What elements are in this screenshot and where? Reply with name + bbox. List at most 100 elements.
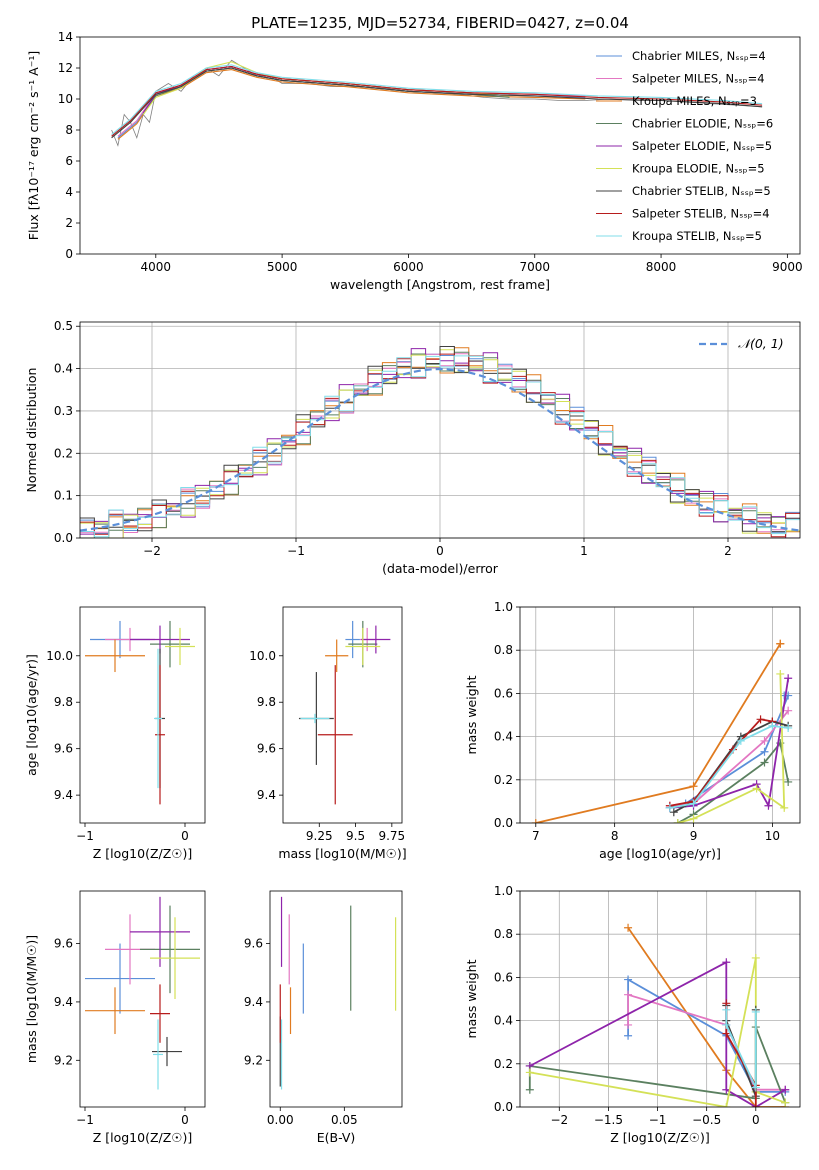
- panel-age-vs-mass: 9.25 9.5 9.75 9.4 9.6 9.8 10.0 mass [log10(M/M☉…: [249, 606, 407, 861]
- y-tick-label: 0.6: [494, 686, 513, 700]
- x-tick-label: 8000: [646, 260, 677, 274]
- weight-marker: [751, 1103, 760, 1107]
- y-tick-label: 0.0: [494, 1100, 513, 1114]
- weight-marker: [665, 803, 674, 812]
- axes-frame: [519, 890, 801, 1108]
- weight-line: [627, 927, 786, 1107]
- legend-label: Salpeter MILES, Nₛₛₚ=4: [632, 72, 765, 86]
- weight-marker: [525, 1085, 534, 1094]
- y-tick-label: 0.6: [494, 970, 513, 984]
- legend-label: Salpeter ELODIE, Nₛₛₚ=5: [632, 139, 772, 153]
- x-tick-label: 7000: [519, 260, 550, 274]
- axes-frame: [79, 321, 801, 539]
- weight-marker: [689, 799, 698, 808]
- x-axis-label: wavelength [Angstrom, rest frame]: [330, 277, 550, 292]
- plot-area: [111, 59, 763, 147]
- plot-area: [531, 639, 793, 823]
- y-tick-label: 4: [65, 185, 73, 199]
- axes-frame: [269, 890, 403, 1108]
- y-tick-label: 9.6: [54, 742, 73, 756]
- y-tick-label: 9.4: [54, 788, 73, 802]
- x-tick-label: −2: [550, 1113, 568, 1127]
- x-tick-label: 0: [181, 829, 189, 843]
- x-tick-label: 9.5: [346, 829, 365, 843]
- x-tick-label: −1: [76, 1113, 94, 1127]
- y-axis-label: Normed distribution: [24, 368, 39, 493]
- axes-frame: [519, 606, 801, 824]
- plot-area: [85, 620, 195, 805]
- weight-marker: [784, 674, 793, 683]
- y-tick-label: 9.6: [244, 937, 263, 951]
- weight-marker: [669, 808, 678, 817]
- y-tick-label: 9.8: [257, 695, 276, 709]
- y-axis-label: mass weight: [464, 959, 479, 1038]
- y-tick-label: 0.3: [54, 404, 73, 418]
- gaussian-curve: [80, 367, 800, 532]
- y-tick-label: 9.4: [257, 788, 276, 802]
- weight-marker: [722, 1103, 731, 1107]
- x-tick-label: 8: [611, 829, 619, 843]
- y-tick-label: 8: [65, 123, 73, 137]
- y-tick-label: 0.8: [494, 643, 513, 657]
- weight-marker: [764, 801, 773, 810]
- weight-marker: [760, 747, 769, 756]
- y-tick-label: 1.0: [494, 884, 513, 898]
- legend-label: Kroupa STELIB, Nₛₛₚ=5: [632, 229, 762, 243]
- y-tick-label: 9.6: [257, 742, 276, 756]
- y-tick-label: 0.5: [54, 319, 73, 333]
- model-spectrum: [111, 67, 763, 139]
- y-tick-label: 0.2: [494, 1057, 513, 1071]
- weight-marker: [673, 819, 682, 823]
- panel-massweight-vs-age: 7 8 9 10 0.0 0.2 0.4 0.6 0.8 1.0 age [log10(age/yr…: [464, 600, 801, 861]
- y-tick-label: 6: [65, 154, 73, 168]
- weight-marker: [760, 758, 769, 767]
- x-tick-label: 9: [690, 829, 698, 843]
- weight-line: [725, 1009, 757, 1088]
- weight-marker: [780, 803, 789, 812]
- y-tick-label: 0.0: [494, 816, 513, 830]
- y-tick-label: 14: [58, 30, 73, 44]
- x-tick-label: 5000: [267, 260, 298, 274]
- panel-age-vs-Z: −1 0 9.4 9.6 9.8 10.0 Z [log10(Z/Z☉)] age [log1…: [24, 606, 206, 861]
- figure-title: PLATE=1235, MJD=52734, FIBERID=0427, z=0…: [251, 14, 629, 32]
- weight-marker: [525, 1068, 534, 1077]
- legend-label: Kroupa ELODIE, Nₛₛₚ=5: [632, 162, 765, 176]
- y-tick-label: 0.4: [54, 362, 73, 376]
- model-spectrum: [117, 65, 586, 137]
- weight-marker: [768, 721, 777, 730]
- histogram-step: [80, 355, 800, 538]
- weight-marker: [784, 777, 793, 786]
- panel-mass-vs-Z: −1 0 9.2 9.4 9.6 Z [log10(Z/Z☉)] mass [log10(M…: [24, 890, 206, 1145]
- x-axis-label: Z [log10(Z/Z☉)]: [93, 1130, 193, 1145]
- weight-marker: [756, 715, 765, 724]
- weight-marker: [752, 784, 761, 793]
- y-tick-label: 10.0: [249, 649, 276, 663]
- model-spectrum: [111, 64, 763, 136]
- axes-frame: [79, 36, 801, 255]
- weight-marker: [784, 706, 793, 715]
- x-tick-label: 2: [724, 544, 732, 558]
- y-tick-label: 9.2: [54, 1053, 73, 1067]
- weight-line: [535, 643, 782, 823]
- x-tick-label: 9.25: [306, 829, 333, 843]
- y-tick-label: 10.0: [46, 649, 73, 663]
- y-tick-label: 9.4: [244, 995, 263, 1009]
- weight-marker: [781, 1098, 790, 1107]
- model-spectrum: [117, 67, 586, 139]
- legend-label: 𝒩(0, 1): [738, 336, 784, 351]
- x-tick-label: 9.75: [378, 829, 405, 843]
- weight-marker: [624, 975, 633, 984]
- panel-massweight-vs-Z: −2 −1.5 −1 −0.5 0 0.0 0.2 0.4 0.6 0.8 1.0 Z [log10(…: [464, 884, 801, 1145]
- y-tick-label: 0.2: [54, 446, 73, 460]
- model-spectrum: [142, 61, 510, 115]
- x-tick-label: 1: [580, 544, 588, 558]
- plot-area: [85, 896, 200, 1090]
- model-spectrum: [111, 65, 763, 137]
- axes-frame: [282, 606, 403, 824]
- weight-marker: [784, 723, 793, 732]
- weight-marker: [531, 819, 540, 823]
- legend-label: Chabrier STELIB, Nₛₛₚ=5: [632, 184, 771, 198]
- weight-marker: [624, 1031, 633, 1040]
- panel-mass-vs-ebv: 0.00 0.05 9.2 9.4 9.6 E(B-V): [244, 890, 403, 1145]
- weight-marker: [722, 1020, 731, 1029]
